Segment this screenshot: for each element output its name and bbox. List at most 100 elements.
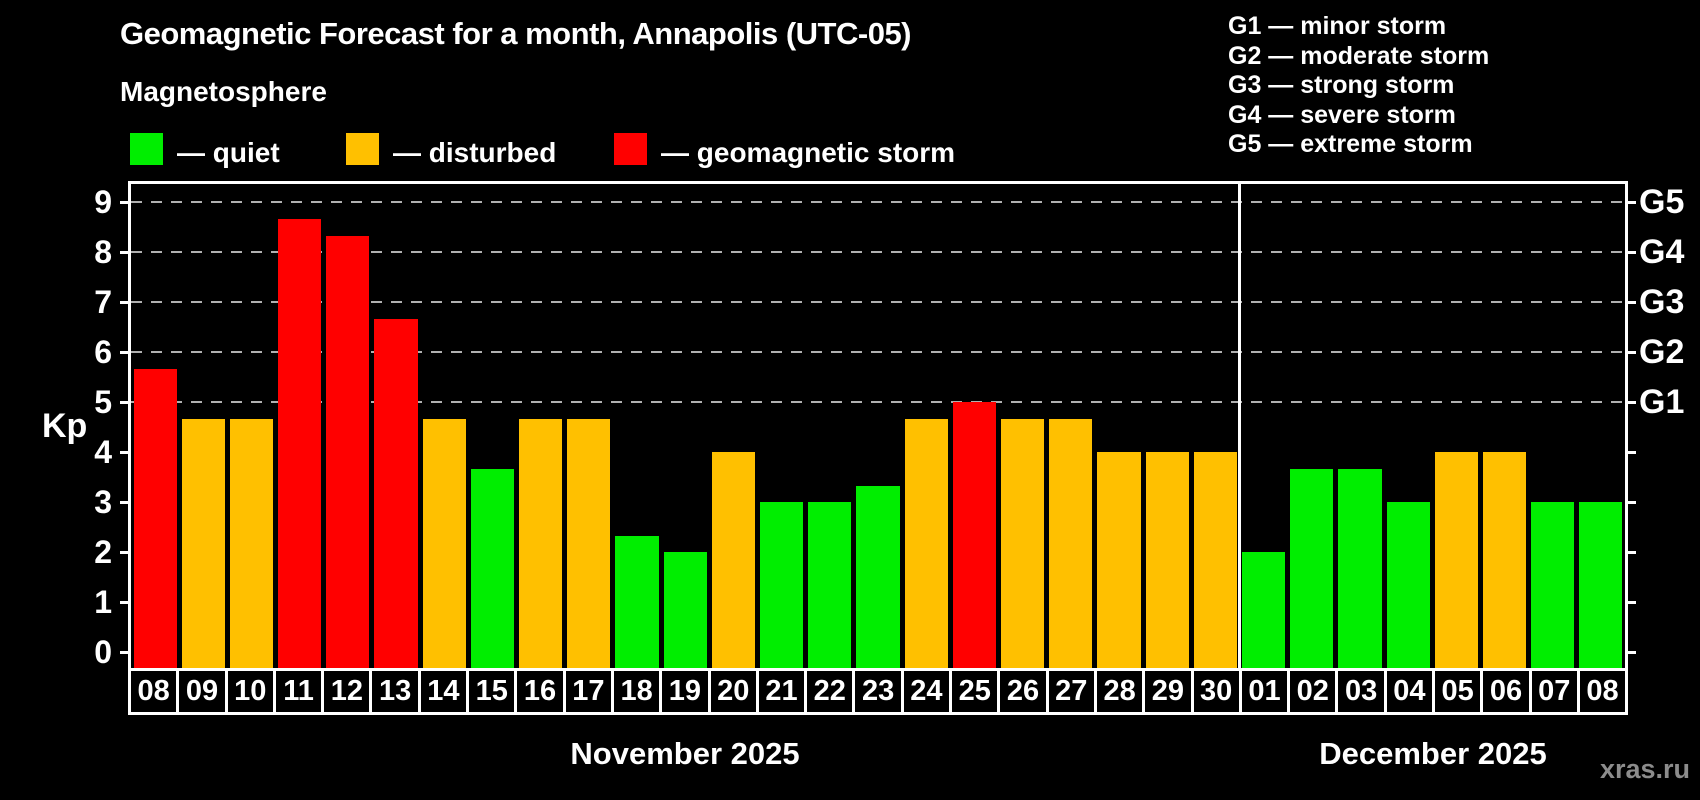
left-tick-kp-0 xyxy=(120,650,129,654)
gridline-kp-6 xyxy=(131,351,1625,353)
kp-bar-day-25 xyxy=(952,402,996,668)
y-tick-label-4: 4 xyxy=(94,434,112,470)
day-cell-06: 06 xyxy=(1480,668,1532,715)
kp-bar-day-30 xyxy=(1193,452,1237,668)
left-tick-kp-1 xyxy=(120,600,129,604)
right-axis-label-G5: G5 xyxy=(1639,183,1685,221)
right-tick-kp-6 xyxy=(1627,350,1636,354)
kp-bar-day-14 xyxy=(422,418,466,668)
disturbed-color-swatch xyxy=(346,133,379,165)
kp-bar-day-21 xyxy=(760,502,804,668)
day-cell-08: 08 xyxy=(1576,668,1629,715)
day-cell-30: 30 xyxy=(1190,668,1242,715)
kp-bar-day-26 xyxy=(1000,418,1045,668)
y-tick-label-5: 5 xyxy=(94,384,112,420)
day-cell-28: 28 xyxy=(1093,668,1146,715)
g-legend-row: G3 — strong storm xyxy=(1228,71,1455,99)
storm-legend-label: — geomagnetic storm xyxy=(661,137,956,168)
day-cell-08: 08 xyxy=(128,668,180,715)
y-tick-label-2: 2 xyxy=(94,534,112,570)
kp-bar-day-11 xyxy=(278,218,322,668)
left-tick-kp-7 xyxy=(120,300,129,304)
kp-bar-day-28 xyxy=(1097,452,1141,668)
y-tick-label-3: 3 xyxy=(94,484,112,520)
left-tick-kp-8 xyxy=(120,250,129,254)
kp-bar-day-01 xyxy=(1241,552,1286,668)
day-cell-05: 05 xyxy=(1432,668,1484,715)
kp-bar-day-29 xyxy=(1145,452,1189,668)
day-cell-07: 07 xyxy=(1528,668,1580,715)
day-cell-09: 09 xyxy=(176,668,228,715)
day-cell-22: 22 xyxy=(804,668,856,715)
right-tick-kp-2 xyxy=(1627,550,1636,554)
watermark: xras.ru xyxy=(1599,754,1690,784)
day-cell-24: 24 xyxy=(900,668,953,715)
kp-bar-day-27 xyxy=(1049,418,1093,668)
left-tick-kp-9 xyxy=(120,200,129,204)
right-tick-kp-4 xyxy=(1627,450,1636,454)
month-separator-line xyxy=(1237,184,1241,668)
disturbed-legend-label: — disturbed xyxy=(393,137,557,168)
kp-bar-day-10 xyxy=(229,418,274,668)
y-tick-label-6: 6 xyxy=(94,334,112,370)
gridline-kp-7 xyxy=(131,301,1625,303)
day-label-row: 08 09 10 11 12 13 14 15 16 17 18 19 20 21 22 23 24 25 26 27… xyxy=(128,668,1629,715)
g-legend-row: G4 — severe storm xyxy=(1228,100,1456,129)
g-scale-legend: G1 — minor storm G2 — moderate storm G3 — … xyxy=(1228,12,1489,160)
quiet-legend-label: — quiet xyxy=(177,137,280,168)
right-axis-label-G2: G2 xyxy=(1639,333,1685,371)
day-cell-13: 13 xyxy=(369,668,421,715)
left-tick-kp-4 xyxy=(120,450,129,454)
month-label-november: November 2025 xyxy=(570,736,800,771)
g-legend-row: G5 — extreme storm xyxy=(1228,130,1473,158)
kp-bar-day-20 xyxy=(711,452,755,668)
kp-bar-day-03 xyxy=(1338,468,1382,668)
g-legend-row: G2 — moderate storm xyxy=(1228,41,1490,70)
plot-inner xyxy=(131,184,1625,668)
y-axis-label: Kp xyxy=(42,407,88,445)
chart-title: Geomagnetic Forecast for a month, Annapo… xyxy=(120,16,912,51)
right-axis-label-G4: G4 xyxy=(1639,233,1685,271)
day-cell-18: 18 xyxy=(610,668,663,715)
day-cell-20: 20 xyxy=(707,668,759,715)
day-cell-23: 23 xyxy=(852,668,904,715)
kp-bar-day-16 xyxy=(519,418,563,668)
kp-bar-day-12 xyxy=(326,235,370,668)
day-cell-25: 25 xyxy=(949,668,1001,715)
storm-color-swatch xyxy=(614,133,647,165)
kp-bar-day-23 xyxy=(856,485,900,668)
kp-bar-day-07 xyxy=(1531,502,1575,668)
kp-bar-day-18 xyxy=(615,535,659,668)
day-cell-17: 17 xyxy=(562,668,614,715)
y-tick-label-0: 0 xyxy=(94,634,112,670)
right-axis-label-G1: G1 xyxy=(1639,383,1685,421)
kp-bar-day-22 xyxy=(808,502,852,668)
day-cell-26: 26 xyxy=(997,668,1049,715)
day-cell-03: 03 xyxy=(1335,668,1387,715)
g-legend-row: G1 — minor storm xyxy=(1228,12,1447,40)
day-cell-27: 27 xyxy=(1045,668,1097,715)
gridline-kp-9 xyxy=(131,201,1625,203)
day-cell-02: 02 xyxy=(1287,668,1339,715)
y-tick-label-7: 7 xyxy=(94,284,112,320)
day-cell-16: 16 xyxy=(514,668,566,715)
day-cell-04: 04 xyxy=(1383,668,1436,715)
day-cell-01: 01 xyxy=(1238,668,1291,715)
month-label-december: December 2025 xyxy=(1319,736,1547,771)
day-cell-10: 10 xyxy=(224,668,276,715)
kp-bar-day-19 xyxy=(663,552,707,668)
kp-bar-day-17 xyxy=(567,418,611,668)
left-tick-kp-6 xyxy=(120,350,129,354)
kp-bar-day-08 xyxy=(1579,502,1623,668)
right-tick-kp-7 xyxy=(1627,300,1636,304)
gridline-kp-8 xyxy=(131,251,1625,253)
day-cell-11: 11 xyxy=(272,668,325,715)
right-tick-kp-8 xyxy=(1627,250,1636,254)
left-tick-kp-5 xyxy=(120,400,129,404)
left-tick-kp-2 xyxy=(120,550,129,554)
kp-bar-day-13 xyxy=(374,318,418,668)
right-tick-kp-3 xyxy=(1627,500,1636,504)
kp-bar-day-06 xyxy=(1482,452,1527,668)
right-tick-kp-1 xyxy=(1627,600,1636,604)
